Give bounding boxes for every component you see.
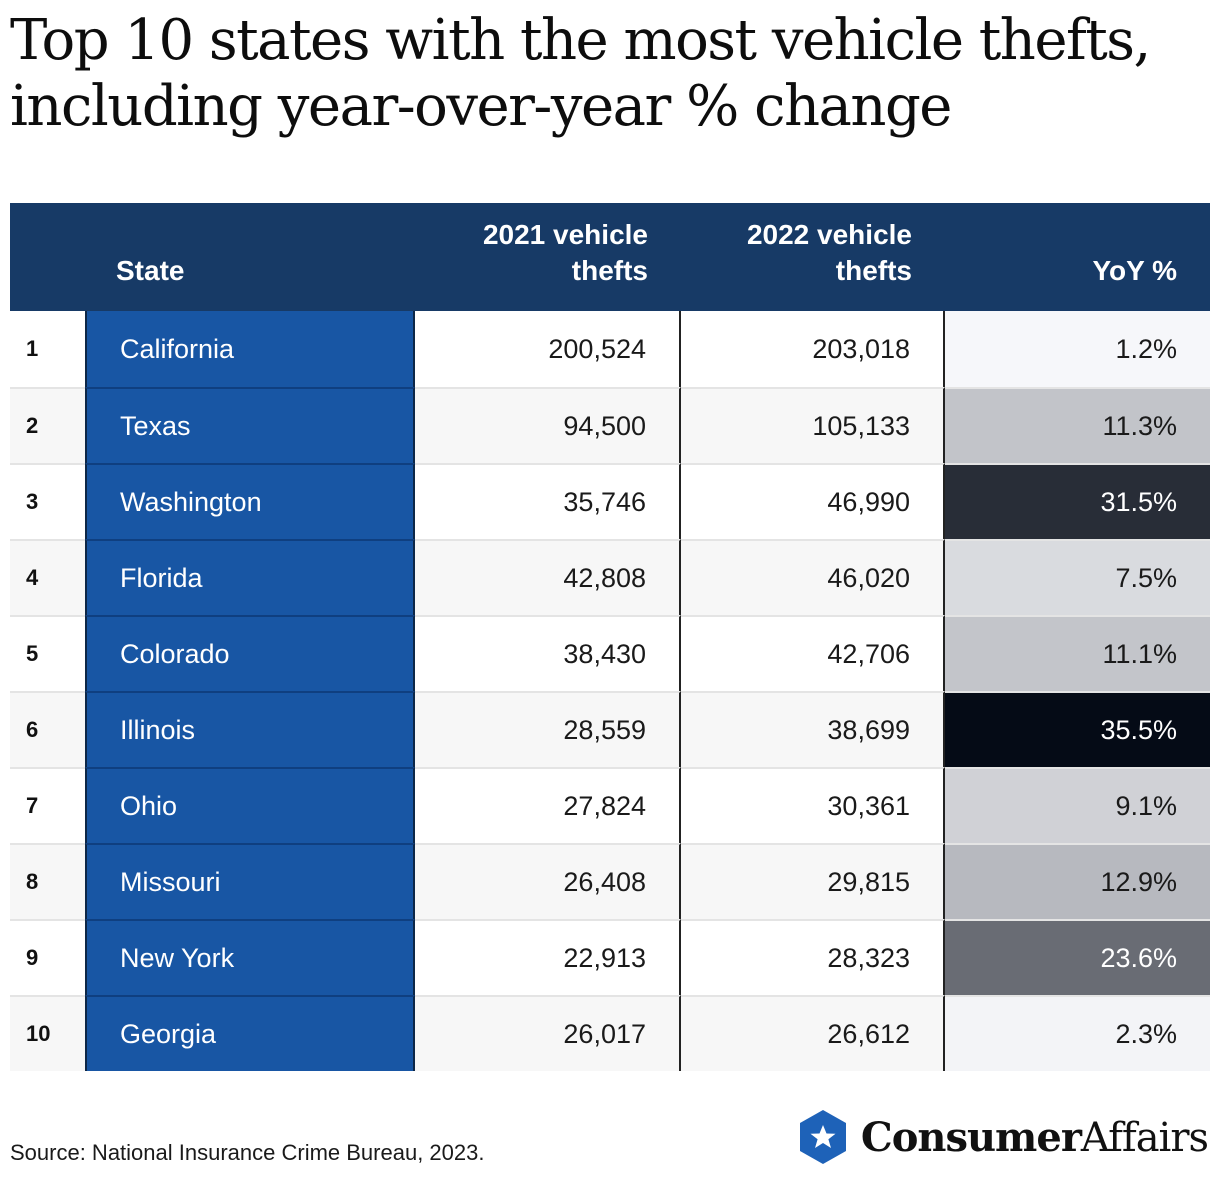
table-row: 3 Washington 35,746 46,990 31.5% bbox=[10, 463, 1210, 539]
state-cell: New York bbox=[85, 919, 415, 995]
rank-cell: 3 bbox=[10, 463, 85, 539]
thefts-2021-cell: 28,559 bbox=[415, 691, 681, 767]
state-cell: Missouri bbox=[85, 843, 415, 919]
chart-title-line2: including year-over-year % change bbox=[10, 74, 952, 139]
state-cell: Ohio bbox=[85, 767, 415, 843]
table-row: 10 Georgia 26,017 26,612 2.3% bbox=[10, 995, 1210, 1071]
thefts-2022-cell: 203,018 bbox=[681, 311, 945, 387]
thefts-2022-cell: 42,706 bbox=[681, 615, 945, 691]
yoy-cell: 9.1% bbox=[945, 767, 1210, 843]
yoy-cell: 7.5% bbox=[945, 539, 1210, 615]
yoy-cell: 2.3% bbox=[945, 995, 1210, 1071]
header-2021: 2021 vehicle thefts bbox=[415, 203, 681, 311]
rank-cell: 6 bbox=[10, 691, 85, 767]
thefts-2022-cell: 38,699 bbox=[681, 691, 945, 767]
thefts-2021-cell: 35,746 bbox=[415, 463, 681, 539]
rank-cell: 5 bbox=[10, 615, 85, 691]
thefts-2021-cell: 26,017 bbox=[415, 995, 681, 1071]
header-2022-line2: thefts bbox=[835, 255, 912, 286]
header-yoy: YoY % bbox=[1092, 255, 1177, 286]
thefts-table: State 2021 vehicle thefts 2022 vehicle t… bbox=[10, 203, 1210, 1071]
header-2022-line1: 2022 vehicle bbox=[746, 219, 912, 250]
rank-cell: 7 bbox=[10, 767, 85, 843]
table-header: State 2021 vehicle thefts 2022 vehicle t… bbox=[10, 203, 1210, 311]
state-cell: Florida bbox=[85, 539, 415, 615]
yoy-cell: 11.3% bbox=[945, 387, 1210, 463]
thefts-2021-cell: 42,808 bbox=[415, 539, 681, 615]
brand-wordmark-part2: Affairs bbox=[1080, 1114, 1209, 1161]
brand-wordmark: ConsumerAffairs bbox=[860, 1113, 1209, 1161]
thefts-2022-cell: 46,990 bbox=[681, 463, 945, 539]
state-cell: California bbox=[85, 311, 415, 387]
thefts-2021-cell: 200,524 bbox=[415, 311, 681, 387]
yoy-cell: 31.5% bbox=[945, 463, 1210, 539]
rank-cell: 1 bbox=[10, 311, 85, 387]
thefts-2021-cell: 94,500 bbox=[415, 387, 681, 463]
rank-cell: 10 bbox=[10, 995, 85, 1071]
rank-cell: 4 bbox=[10, 539, 85, 615]
table-row: 8 Missouri 26,408 29,815 12.9% bbox=[10, 843, 1210, 919]
thefts-2022-cell: 28,323 bbox=[681, 919, 945, 995]
thefts-2022-cell: 105,133 bbox=[681, 387, 945, 463]
table-row: 9 New York 22,913 28,323 23.6% bbox=[10, 919, 1210, 995]
header-2021-line2: thefts bbox=[571, 255, 648, 286]
chart-title-line1: Top 10 states with the most vehicle thef… bbox=[10, 8, 1151, 73]
thefts-2021-cell: 26,408 bbox=[415, 843, 681, 919]
thefts-2022-cell: 26,612 bbox=[681, 995, 945, 1071]
header-2022: 2022 vehicle thefts bbox=[681, 203, 945, 311]
yoy-cell: 1.2% bbox=[945, 311, 1210, 387]
thefts-2021-cell: 22,913 bbox=[415, 919, 681, 995]
yoy-cell: 11.1% bbox=[945, 615, 1210, 691]
table-body: 1 California 200,524 203,018 1.2% 2 Texa… bbox=[10, 311, 1210, 1071]
rank-cell: 9 bbox=[10, 919, 85, 995]
thefts-2022-cell: 30,361 bbox=[681, 767, 945, 843]
yoy-cell: 12.9% bbox=[945, 843, 1210, 919]
table-row: 5 Colorado 38,430 42,706 11.1% bbox=[10, 615, 1210, 691]
header-state: State bbox=[116, 255, 185, 286]
thefts-2021-cell: 27,824 bbox=[415, 767, 681, 843]
state-cell: Colorado bbox=[85, 615, 415, 691]
table-row: 2 Texas 94,500 105,133 11.3% bbox=[10, 387, 1210, 463]
header-rank bbox=[10, 203, 85, 311]
yoy-cell: 35.5% bbox=[945, 691, 1210, 767]
star-hexagon-icon bbox=[797, 1108, 849, 1166]
table-row: 1 California 200,524 203,018 1.2% bbox=[10, 311, 1210, 387]
thefts-2021-cell: 38,430 bbox=[415, 615, 681, 691]
brand-logo: ConsumerAffairs bbox=[797, 1108, 1209, 1166]
rank-cell: 8 bbox=[10, 843, 85, 919]
header-2021-line1: 2021 vehicle bbox=[482, 219, 648, 250]
state-cell: Georgia bbox=[85, 995, 415, 1071]
thefts-2022-cell: 29,815 bbox=[681, 843, 945, 919]
brand-wordmark-part1: Consumer bbox=[860, 1113, 1082, 1161]
state-cell: Illinois bbox=[85, 691, 415, 767]
chart-title: Top 10 states with the most vehicle thef… bbox=[10, 8, 1210, 140]
rank-cell: 2 bbox=[10, 387, 85, 463]
table-row: 4 Florida 42,808 46,020 7.5% bbox=[10, 539, 1210, 615]
table-row: 6 Illinois 28,559 38,699 35.5% bbox=[10, 691, 1210, 767]
source-note: Source: National Insurance Crime Bureau,… bbox=[10, 1140, 485, 1165]
yoy-cell: 23.6% bbox=[945, 919, 1210, 995]
state-cell: Washington bbox=[85, 463, 415, 539]
thefts-2022-cell: 46,020 bbox=[681, 539, 945, 615]
table-row: 7 Ohio 27,824 30,361 9.1% bbox=[10, 767, 1210, 843]
state-cell: Texas bbox=[85, 387, 415, 463]
